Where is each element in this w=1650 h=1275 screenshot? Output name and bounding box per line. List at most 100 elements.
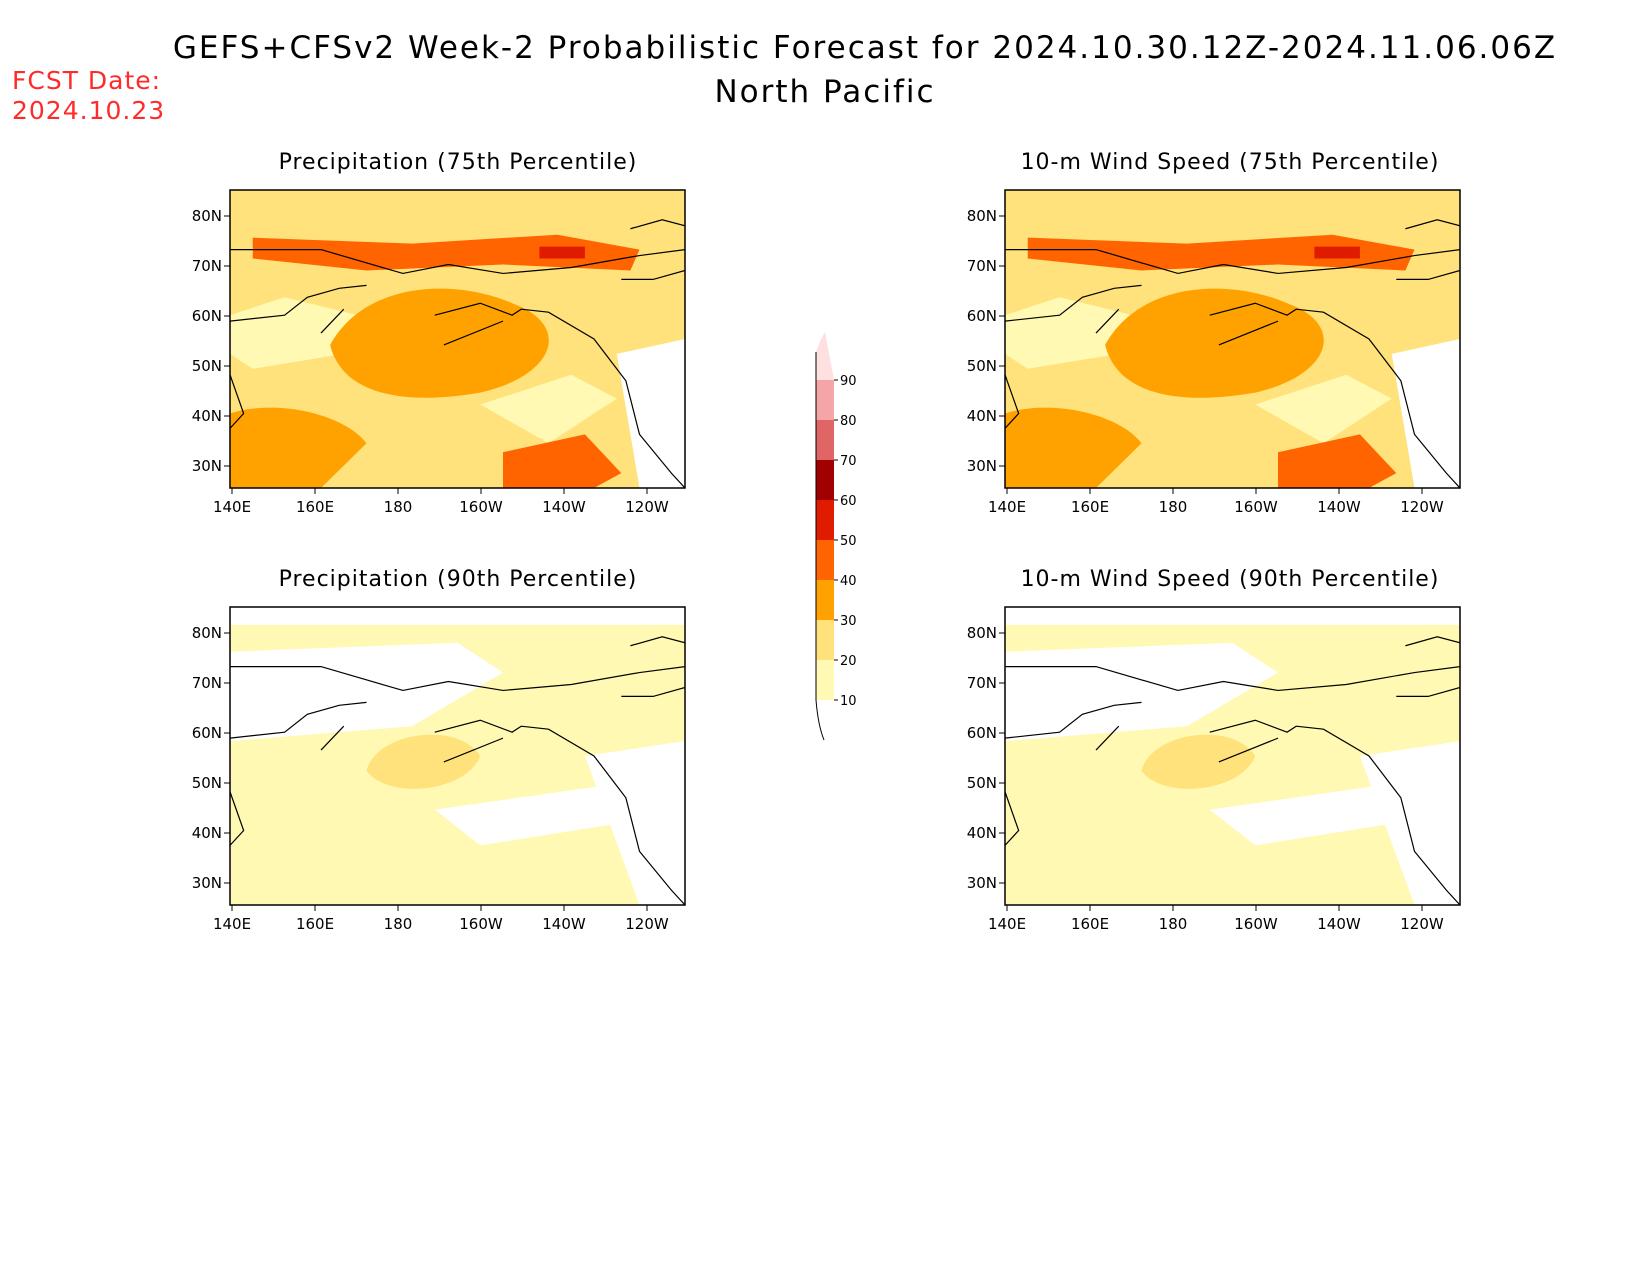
lat-tick-label: 40N	[192, 824, 222, 842]
panel-title-precip90: Precipitation (90th Percentile)	[278, 567, 638, 592]
lat-tick-label: 70N	[192, 674, 222, 692]
lon-tick-label: 160E	[296, 498, 334, 516]
colorbar-swatch	[816, 660, 834, 700]
fcst-date-value: 2024.10.23	[12, 96, 166, 125]
no-signal-area	[584, 741, 685, 905]
map-frame	[229, 606, 686, 906]
lat-tick-label: 50N	[967, 357, 997, 375]
lat-tick-label: 70N	[967, 674, 997, 692]
lon-tick-label: 120W	[1400, 915, 1444, 933]
lon-tick-label: 180	[1159, 498, 1188, 516]
lon-tick-label: 160W	[459, 915, 503, 933]
lat-tick-label: 50N	[967, 774, 997, 792]
map-frame	[1004, 606, 1461, 906]
high-prob-area	[1005, 407, 1142, 488]
map-frame	[229, 189, 686, 489]
panel-title-wind90: 10-m Wind Speed (90th Percentile)	[1020, 567, 1440, 592]
south-peak	[1278, 434, 1397, 488]
lon-tick-label: 160W	[459, 498, 503, 516]
colorbar-legend: 10 20 30 40 50 60 70 80 90	[815, 332, 857, 741]
no-signal-area	[230, 607, 685, 625]
lat-tick-label: 40N	[967, 824, 997, 842]
pale-area	[1255, 374, 1392, 444]
coastline	[1005, 219, 1460, 488]
colorbar-swatch	[816, 332, 834, 380]
colorbar-swatch	[816, 460, 834, 500]
no-signal-area	[434, 785, 631, 846]
lat-tick-label: 60N	[967, 307, 997, 325]
lon-tick-label: 120W	[1400, 498, 1444, 516]
colorbar-label: 60	[840, 494, 857, 509]
lon-tick-label: 140W	[542, 915, 586, 933]
lon-tick-label: 160E	[296, 915, 334, 933]
lat-tick-label: 30N	[192, 457, 222, 475]
coastline	[230, 636, 685, 905]
lat-tick-label: 40N	[967, 407, 997, 425]
colorbar-swatch	[816, 540, 834, 580]
pale-area	[1005, 297, 1133, 369]
lon-tick-label: 180	[1159, 915, 1188, 933]
moderate-prob-area	[1141, 734, 1256, 789]
colorbar-tail	[815, 699, 825, 741]
lon-tick-label: 160E	[1071, 498, 1109, 516]
colorbar-label: 50	[840, 534, 857, 549]
lon-tick-label: 140E	[988, 915, 1026, 933]
lon-tick-label: 120W	[625, 498, 669, 516]
colorbar-label: 80	[840, 414, 857, 429]
lat-tick-label: 60N	[192, 724, 222, 742]
high-prob-area	[1105, 288, 1324, 398]
colorbar-label: 40	[840, 574, 857, 589]
arctic-band	[252, 234, 640, 271]
no-signal-area	[1005, 607, 1460, 625]
lon-tick-label: 140E	[988, 498, 1026, 516]
map-panel-wind90: 140E 160E 180 160W 140W 120W 80N 70N 60N 50N 40N 30…	[967, 606, 1461, 933]
south-peak	[503, 434, 622, 488]
coastline	[1005, 636, 1460, 905]
lat-tick-label: 50N	[192, 774, 222, 792]
region-title: North Pacific	[714, 74, 936, 110]
colorbar-swatch	[816, 500, 834, 540]
lat-tick-label: 80N	[967, 207, 997, 225]
lon-tick-label: 180	[384, 498, 413, 516]
map-panel-precip90: 140E 160E 180 160W 140W 120W 80N 70N 60N 50N 40N 30…	[192, 606, 686, 933]
lon-tick-label: 140W	[1317, 915, 1361, 933]
high-prob-area	[230, 407, 367, 488]
lat-tick-label: 30N	[967, 874, 997, 892]
no-signal-area	[1359, 741, 1460, 905]
lat-tick-label: 50N	[192, 357, 222, 375]
colorbar-swatch	[816, 420, 834, 460]
colorbar-swatch	[816, 580, 834, 620]
map-panel-precip75: 140E 160E 180 160W 140W 120W 80N 70N 60N 50N 40N 30…	[192, 189, 686, 516]
no-signal-area	[1005, 642, 1278, 742]
lon-tick-label: 160E	[1071, 915, 1109, 933]
colorbar-swatch	[816, 380, 834, 420]
arctic-peak	[1314, 246, 1360, 259]
pale-area	[230, 297, 358, 369]
lat-tick-label: 60N	[192, 307, 222, 325]
panel-title-wind75: 10-m Wind Speed (75th Percentile)	[1020, 150, 1440, 175]
arctic-peak	[539, 246, 585, 259]
no-signal-area	[1209, 785, 1406, 846]
lon-tick-label: 140W	[1317, 498, 1361, 516]
lon-tick-label: 120W	[625, 915, 669, 933]
lat-tick-label: 30N	[967, 457, 997, 475]
high-prob-area	[330, 288, 549, 398]
fcst-date-label: FCST Date:	[12, 66, 162, 95]
lat-tick-label: 40N	[192, 407, 222, 425]
lon-tick-label: 140W	[542, 498, 586, 516]
no-signal-area	[616, 339, 685, 488]
no-signal-area	[1391, 339, 1460, 488]
colorbar-label: 70	[840, 454, 857, 469]
lat-tick-label: 70N	[967, 257, 997, 275]
lon-tick-label: 140E	[213, 915, 251, 933]
lat-tick-label: 80N	[192, 624, 222, 642]
colorbar-label: 90	[840, 374, 857, 389]
arctic-band	[1027, 234, 1415, 271]
lon-tick-label: 140E	[213, 498, 251, 516]
lat-tick-label: 80N	[192, 207, 222, 225]
coastline	[230, 219, 685, 488]
map-panel-wind75: 140E 160E 180 160W 140W 120W 80N 70N 60N 50N 40N 30…	[967, 189, 1461, 516]
colorbar-label: 20	[840, 654, 857, 669]
lon-tick-label: 180	[384, 915, 413, 933]
colorbar-swatch	[816, 620, 834, 660]
